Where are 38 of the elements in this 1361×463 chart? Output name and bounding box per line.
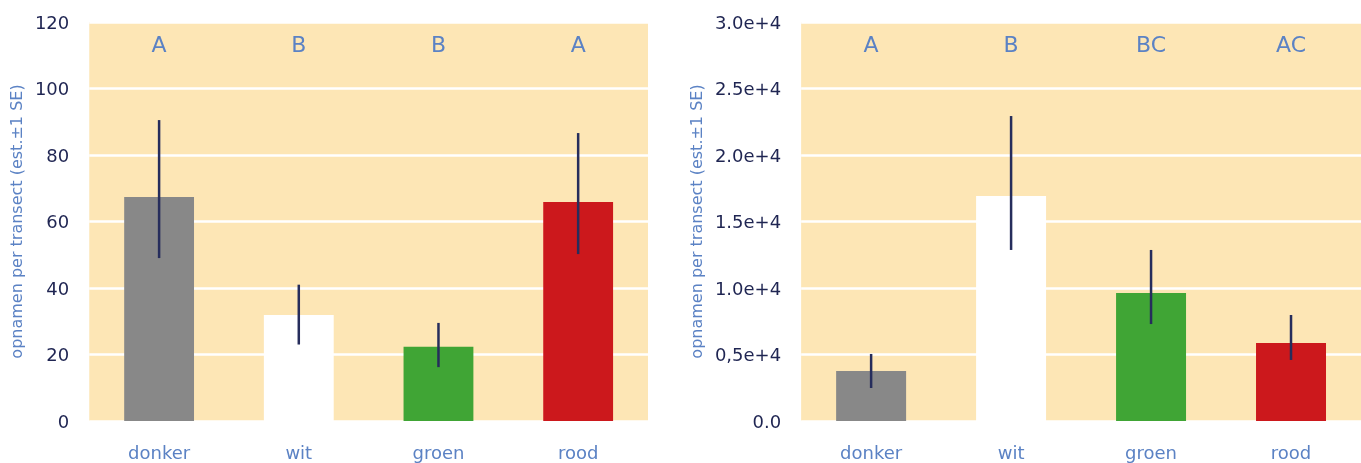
x-tick-label: rood [557, 441, 599, 463]
annotation: B [430, 31, 447, 57]
x-tick-label: rood [1270, 441, 1312, 463]
annotation: A [151, 31, 167, 57]
y-tick-label: 80 [46, 144, 70, 166]
annotation: B [1003, 31, 1019, 57]
x-tick-label: groen [412, 441, 465, 463]
bar [124, 196, 195, 421]
y-axis-title: opnamen per transect (est.±1 SE) [686, 84, 706, 359]
y-tick-label: 20 [46, 344, 70, 365]
annotation: A [570, 31, 586, 57]
bar [403, 346, 474, 421]
y-tick-label: 1.0e+4 [714, 277, 782, 299]
y-tick-label: 2.0e+4 [714, 144, 782, 166]
annotation: B [291, 31, 307, 57]
annotation: BC [1136, 31, 1167, 57]
y-tick-label: 2.5e+4 [714, 78, 782, 99]
x-tick-label: groen [1125, 441, 1178, 463]
bar [543, 201, 614, 421]
x-tick-label: donker [840, 441, 903, 463]
y-tick-label: 0 [57, 410, 70, 432]
y-tick-label: 40 [46, 277, 70, 299]
x-tick-label: wit [997, 441, 1025, 463]
y-tick-label: 100 [34, 78, 70, 99]
y-tick-label: 60 [46, 211, 70, 232]
y-tick-label: 1.5e+4 [714, 211, 782, 232]
x-tick-label: wit [285, 441, 313, 463]
y-axis-title: opnamen per transect (est.±1 SE) [6, 84, 26, 359]
bar [1116, 293, 1187, 421]
x-tick-label: donker [128, 441, 191, 463]
y-tick-label: 3.0e+4 [714, 11, 782, 33]
y-tick-label: 0,5e+4 [714, 344, 782, 365]
bar [1256, 343, 1327, 421]
bar [836, 370, 907, 421]
y-tick-label: 0.0 [752, 410, 782, 432]
annotation: A [863, 31, 879, 57]
y-tick-label: 120 [34, 11, 70, 33]
annotation: AC [1276, 31, 1307, 57]
